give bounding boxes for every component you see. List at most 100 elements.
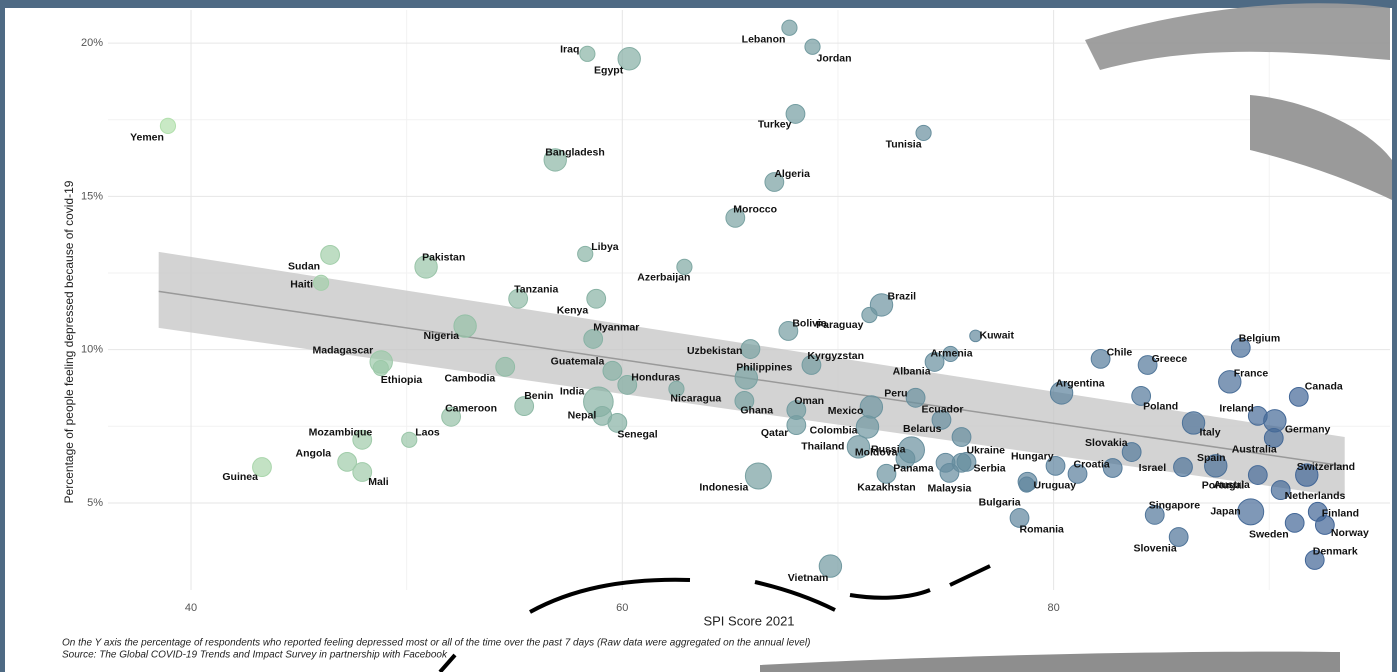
point [860, 396, 882, 418]
point-label: Myanmar [593, 322, 639, 334]
point-label: Ireland [1219, 403, 1253, 415]
point-label: Lebanon [742, 34, 786, 46]
point-label: Mali [368, 476, 389, 488]
point-label: Bangladesh [545, 147, 605, 159]
point-label: Uzbekistan [687, 345, 742, 357]
point-label: France [1234, 368, 1269, 380]
point-label: Slovenia [1133, 543, 1176, 555]
point [1238, 499, 1264, 525]
point-label: Poland [1143, 401, 1178, 413]
point-label: Israel [1139, 462, 1167, 474]
point-label: Ecuador [921, 404, 963, 416]
point-label: Cambodia [444, 373, 495, 385]
point-label: Belarus [903, 423, 942, 435]
point-label: Bolivia [792, 318, 827, 330]
point-label: Denmark [1313, 546, 1358, 558]
point-label: Uruguay [1034, 480, 1077, 492]
point [787, 416, 806, 435]
point [603, 361, 622, 380]
point-label: Croatia [1074, 459, 1110, 471]
point-label: Netherlands [1285, 490, 1346, 502]
point-label: Nepal [568, 410, 597, 422]
point-label: Tanzania [514, 284, 558, 296]
point-label: Guinea [222, 471, 258, 483]
point-label: Yemen [130, 132, 164, 144]
point-label: Haiti [290, 279, 313, 291]
point-label: Honduras [631, 372, 680, 384]
point [856, 416, 878, 438]
point-label: Ukraine [966, 445, 1005, 457]
point-label: Kazakhstan [857, 482, 915, 494]
point-label: Canada [1305, 381, 1343, 393]
point-label: Nicaragua [670, 393, 721, 405]
point-label: Spain [1197, 452, 1226, 464]
point-label: Benin [524, 390, 553, 402]
point-label: Pakistan [422, 252, 465, 264]
point-label: Armenia [931, 348, 973, 360]
point-label: Cameroon [445, 403, 497, 415]
point-label: Indonesia [699, 482, 748, 494]
point-label: Chile [1107, 347, 1133, 359]
point-label: Ethiopia [381, 374, 423, 386]
chart: 4060805%10%15%20%YemenIraqEgyptLebanonJo… [0, 0, 1397, 672]
point-label: Hungary [1011, 451, 1054, 463]
point-label: Argentina [1056, 378, 1105, 390]
point-label: Malaysia [928, 483, 972, 495]
point [741, 340, 760, 359]
point [587, 289, 606, 308]
point-label: Kuwait [980, 330, 1015, 342]
x-tick-label: 40 [185, 602, 197, 614]
point-label: Italy [1200, 427, 1221, 439]
point-label: Morocco [733, 204, 777, 216]
source: Source: The Global COVID-19 Trends and I… [62, 650, 448, 661]
point-label: Slovakia [1085, 437, 1128, 449]
point-label: Kenya [557, 305, 589, 317]
point [580, 46, 595, 61]
point-label: Colombia [810, 425, 858, 437]
point [862, 307, 877, 322]
point-label: Serbia [974, 463, 1006, 475]
point [1019, 477, 1034, 492]
point-label: Sudan [288, 261, 320, 273]
y-axis-label: Percentage of people feeling depressed b… [62, 180, 76, 503]
point-label: Mozambique [309, 427, 373, 439]
point-label: Guatemala [551, 356, 605, 368]
point-label: Albania [893, 366, 931, 378]
point-label: Thailand [801, 441, 844, 453]
point-label: Ghana [740, 405, 773, 417]
point-label: Qatar [761, 427, 788, 439]
point-label: Singapore [1149, 500, 1201, 512]
point [1174, 458, 1193, 477]
point-label: Libya [591, 241, 619, 253]
footnote: On the Y axis the percentage of responde… [62, 638, 810, 649]
point-label: Japan [1210, 506, 1240, 518]
point-label: Finland [1322, 508, 1359, 520]
point-label: Panama [893, 463, 933, 475]
point-label: Greece [1152, 353, 1188, 365]
point [321, 246, 340, 265]
point-label: Laos [415, 427, 440, 439]
point [745, 463, 771, 489]
point-label: Mexico [828, 405, 864, 417]
point-label: Algeria [774, 168, 810, 180]
point-label: Philippines [736, 362, 792, 374]
point-label: Kyrgyzstan [807, 350, 864, 362]
point-label: Egypt [594, 65, 624, 77]
page: 4060805%10%15%20%YemenIraqEgyptLebanonJo… [0, 0, 1397, 672]
point-label: Belgium [1239, 333, 1280, 345]
x-tick-label: 60 [616, 602, 628, 614]
point-label: Sweden [1249, 529, 1289, 541]
point-label: Oman [794, 395, 824, 407]
point-label: Norway [1331, 527, 1369, 539]
point-label: Bulgaria [979, 496, 1021, 508]
point-label: Madagascar [313, 345, 374, 357]
point-label: Peru [884, 388, 907, 400]
point-label: Angola [296, 448, 332, 460]
point-label: Iraq [560, 44, 579, 56]
point-label: Azerbaijan [637, 272, 690, 284]
point-label: Brazil [888, 291, 917, 303]
point-label: Romania [1020, 524, 1065, 536]
point [1248, 466, 1267, 485]
point-label: Jordan [817, 53, 852, 65]
point-label: Moldova [855, 447, 898, 459]
